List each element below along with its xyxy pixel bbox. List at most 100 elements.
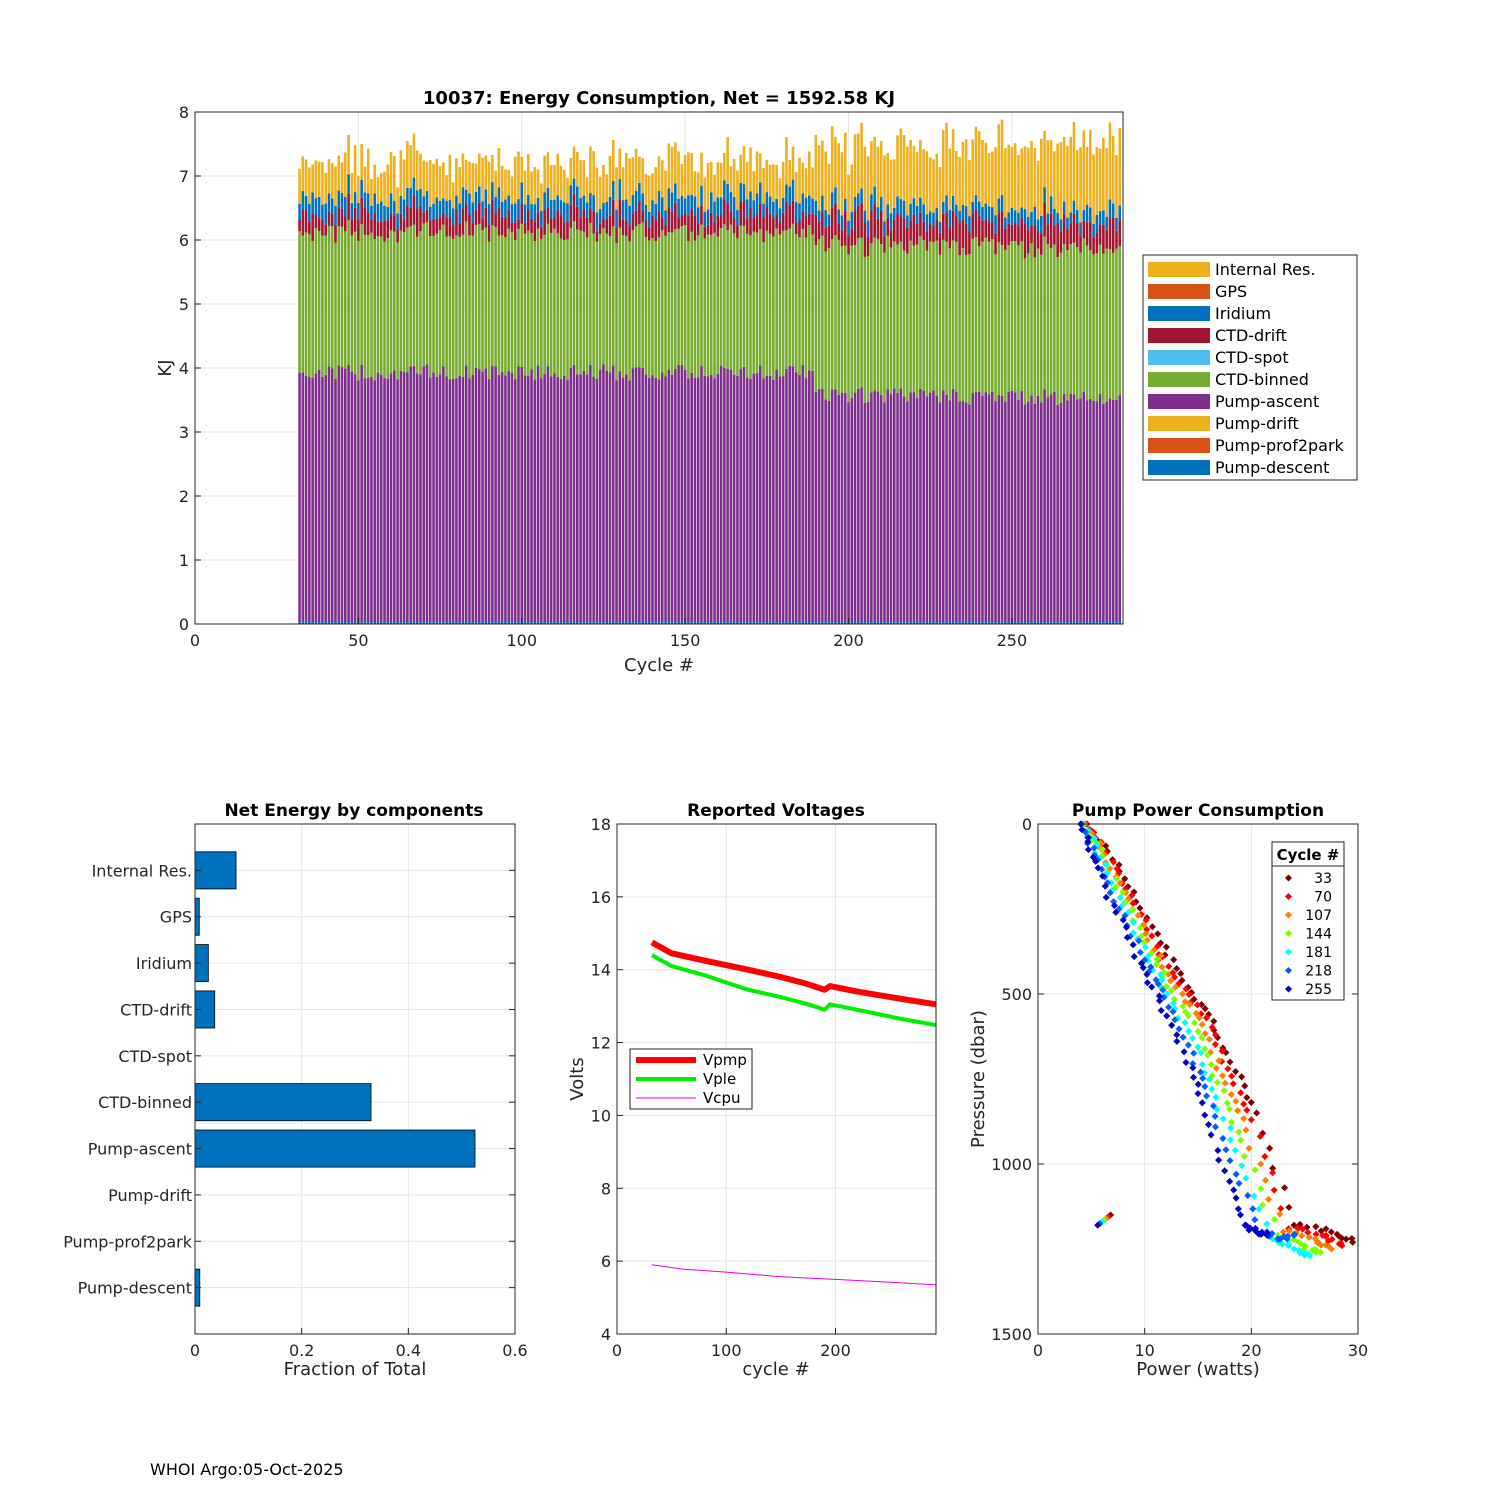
energy-bar-segment — [598, 370, 602, 623]
energy-bar-segment — [1095, 401, 1099, 623]
energy-bar-segment — [549, 622, 553, 624]
energy-legend-swatch — [1148, 262, 1210, 277]
energy-bar-segment — [1062, 622, 1066, 624]
energy-bar-segment — [647, 377, 651, 623]
energy-bar-segment — [533, 221, 537, 242]
energy-bar-segment — [419, 374, 422, 623]
voltages-legend-label: Vcpu — [703, 1089, 741, 1107]
energy-bar-segment — [507, 228, 510, 372]
voltages-lines — [650, 939, 937, 1286]
energy-bar-segment — [311, 164, 314, 193]
energy-bar-segment — [706, 209, 710, 225]
energy-bar-segment — [474, 163, 478, 192]
energy-bar-segment — [654, 203, 658, 221]
energy-bar-segment — [474, 191, 478, 211]
energy-bar-segment — [445, 200, 448, 218]
energy-bar-segment — [298, 219, 301, 232]
energy-bar-segment — [1098, 394, 1102, 623]
energy-bar-segment — [471, 223, 475, 236]
energy-bar-segment — [1056, 404, 1059, 623]
energy-bar-segment — [906, 401, 909, 623]
energy-bar-segment — [1026, 216, 1030, 230]
energy-bar-segment — [990, 222, 994, 240]
net-energy-category-label: Internal Res. — [92, 861, 192, 880]
energy-bar-segment — [373, 213, 377, 239]
energy-bar-segment — [549, 232, 553, 377]
net-energy-bars — [194, 851, 476, 1307]
energy-bar-segment — [442, 224, 445, 367]
energy-bar-segment — [631, 194, 635, 215]
energy-bar-segment — [634, 190, 638, 211]
energy-bar-segment — [1010, 224, 1014, 242]
energy-bar-segment — [709, 162, 713, 193]
energy-bar-segment — [585, 217, 589, 238]
net-energy-xtick-label: 0 — [190, 1341, 200, 1360]
energy-bar-segment — [317, 369, 321, 623]
pump-power-point — [1199, 1074, 1207, 1082]
net-energy-bar — [194, 851, 237, 890]
energy-bar-segment — [1000, 245, 1004, 397]
energy-bar-segment — [543, 373, 546, 623]
energy-bar-segment — [1020, 148, 1024, 208]
energy-bar-segment — [745, 622, 749, 624]
energy-bar-segment — [344, 196, 347, 217]
energy-bar-segment — [808, 213, 811, 226]
energy-bar-segment — [941, 130, 945, 202]
energy-bar-segment — [892, 159, 896, 208]
energy-bar-segment — [523, 204, 527, 223]
energy-bar-segment — [625, 622, 628, 624]
energy-bar-segment — [866, 255, 870, 402]
energy-bar-segment — [752, 373, 756, 623]
energy-bar-segment — [455, 158, 458, 196]
energy-bar-segment — [775, 369, 778, 623]
energy-bar-segment — [935, 219, 939, 241]
energy-bar-segment — [513, 622, 517, 624]
energy-bar-segment — [611, 622, 615, 624]
energy-bar-segment — [932, 159, 935, 213]
energy-bar-segment — [386, 378, 390, 623]
energy-bar-segment — [383, 205, 386, 221]
energy-bar-segment — [984, 392, 988, 623]
energy-bar-segment — [912, 198, 916, 215]
energy-bar-segment — [569, 227, 573, 368]
pump-power-point — [1219, 1115, 1227, 1123]
energy-bar-segment — [497, 235, 501, 375]
energy-bar-segment — [984, 622, 988, 624]
energy-bar-segment — [621, 235, 625, 378]
energy-bar-segment — [1079, 222, 1082, 237]
energy-bar-segment — [605, 622, 609, 624]
energy-bar-segment — [690, 372, 693, 623]
energy-bar-segment — [419, 231, 422, 375]
energy-bar-segment — [1108, 122, 1112, 200]
net-energy-category-label: CTD-spot — [118, 1047, 192, 1066]
energy-bar-segment — [344, 622, 347, 624]
net-energy-bar — [194, 1129, 476, 1168]
energy-bar-segment — [857, 388, 860, 623]
energy-bar-segment — [625, 220, 628, 236]
energy-bar-segment — [592, 233, 595, 377]
energy-bar-segment — [857, 238, 860, 389]
energy-bar-segment — [941, 201, 945, 214]
energy-bar-segment — [700, 366, 703, 623]
energy-bar-segment — [458, 203, 461, 223]
energy-bar-segment — [853, 210, 857, 245]
energy-bar-segment — [794, 372, 798, 623]
net-energy-grid — [194, 824, 516, 1334]
pump-power-point — [1221, 1167, 1229, 1175]
energy-bar-segment — [1017, 245, 1020, 400]
energy-bar-segment — [870, 622, 873, 624]
energy-bar-segment — [425, 222, 429, 365]
energy-bar-segment — [765, 375, 769, 623]
energy-bar-segment — [974, 237, 978, 393]
energy-bar-segment — [1053, 622, 1056, 624]
energy-bar-segment — [726, 184, 729, 203]
energy-bar-segment — [951, 389, 955, 623]
energy-bar-segment — [1079, 236, 1082, 253]
energy-bar-segment — [546, 223, 550, 367]
energy-bar-segment — [1004, 622, 1007, 624]
energy-bar-segment — [471, 374, 475, 623]
energy-bar-segment — [432, 372, 435, 623]
energy-bar-segment — [687, 152, 690, 196]
energy-bar-segment — [1082, 622, 1086, 624]
energy-bar-segment — [785, 368, 788, 623]
